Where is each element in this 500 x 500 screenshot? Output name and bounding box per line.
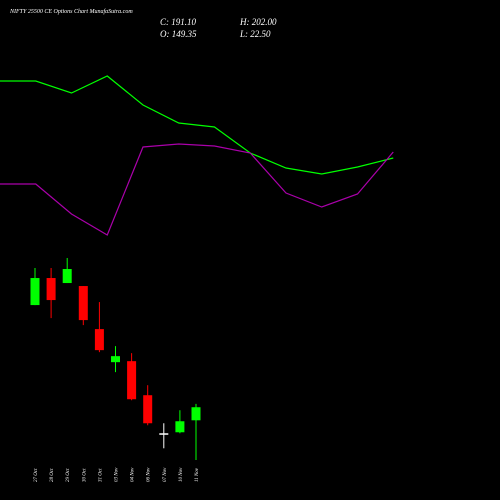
- candle-body: [62, 269, 72, 284]
- annotation: L: 22.50: [239, 29, 271, 39]
- annotation: H: 202.00: [239, 17, 277, 27]
- x-tick-label: 11 Nov: [195, 467, 200, 482]
- x-tick-label: 31 Oct: [98, 468, 103, 482]
- candle-body: [111, 356, 120, 363]
- candle-body: [30, 278, 40, 306]
- x-tick-label: 10 Nov: [179, 467, 184, 482]
- candle-body: [175, 421, 185, 433]
- x-tick-label: 03 Nov: [115, 467, 120, 482]
- x-tick-label: 29 Oct: [66, 468, 71, 482]
- x-tick-label: 30 Oct: [82, 468, 87, 482]
- candle-body: [143, 395, 153, 424]
- annotation: O: 149.35: [160, 29, 197, 39]
- x-tick-label: 27 Oct: [34, 468, 39, 482]
- candle-body: [191, 407, 201, 421]
- candle-body: [127, 361, 137, 400]
- annotation: C: 191.10: [160, 17, 197, 27]
- candle-body: [78, 286, 88, 321]
- x-tick-label: 04 Nov: [131, 467, 136, 482]
- candle-body: [159, 433, 169, 435]
- x-tick-label: 07 Nov: [163, 467, 168, 482]
- chart-title: NIFTY 25500 CE Options Chart MunafaSutra…: [9, 8, 133, 15]
- line: [0, 143, 394, 236]
- line: [0, 75, 394, 175]
- candle-body: [46, 278, 56, 301]
- x-tick-label: 06 Nov: [147, 467, 152, 482]
- x-tick-label: 28 Oct: [50, 468, 55, 482]
- candle-body: [94, 329, 104, 351]
